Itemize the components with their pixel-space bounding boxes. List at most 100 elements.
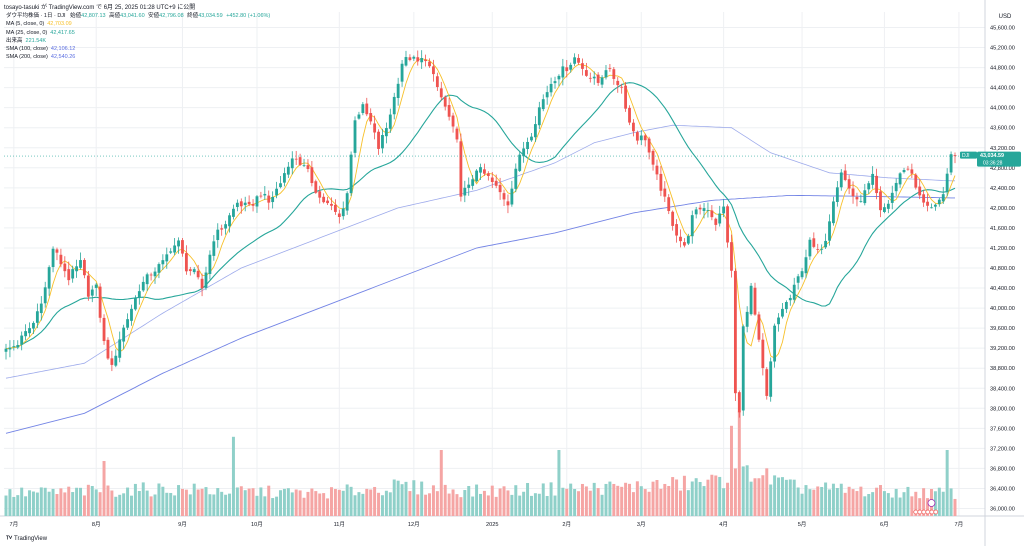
candle-body bbox=[773, 325, 777, 362]
volume-bar bbox=[659, 488, 663, 516]
candle-body bbox=[847, 179, 851, 189]
volume-bar bbox=[620, 486, 624, 516]
candle-body bbox=[71, 269, 75, 279]
volume-bar bbox=[506, 490, 510, 516]
volume-bar bbox=[765, 468, 769, 516]
volume-bar bbox=[514, 485, 518, 516]
candle-body bbox=[808, 239, 812, 257]
candle-body bbox=[388, 114, 392, 129]
candle-body bbox=[953, 155, 957, 157]
candle-body bbox=[181, 240, 184, 254]
legend-volume[interactable]: 出来高 221.54K bbox=[6, 37, 272, 45]
volume-bar bbox=[643, 489, 647, 516]
symbol-badge-text: DJI bbox=[962, 153, 970, 159]
candle-body bbox=[890, 192, 894, 203]
volume-bar bbox=[726, 482, 730, 516]
candle-body bbox=[157, 264, 161, 273]
volume-bar bbox=[616, 485, 620, 516]
candle-body bbox=[867, 183, 871, 190]
price-tick-label: 42,800.00 bbox=[990, 166, 1015, 172]
legend-sma100[interactable]: SMA (100, close) 42,106.12 bbox=[6, 45, 272, 53]
candle-body bbox=[612, 69, 616, 79]
event-marker-icon[interactable] bbox=[927, 499, 936, 507]
volume-bar bbox=[667, 485, 671, 516]
close-value: 43,034.59 bbox=[198, 13, 223, 19]
volume-bar bbox=[753, 478, 757, 516]
tradingview-brand[interactable]: ᵀⱽ TradingView bbox=[6, 535, 47, 543]
volume-bar bbox=[137, 490, 141, 516]
time-tick-label: 2月 bbox=[562, 521, 571, 528]
published-info: tosayo-tasuki が TradingView.com で 6月 25,… bbox=[4, 5, 196, 11]
candle-body bbox=[216, 229, 220, 241]
price-axis[interactable]: 45,600.00 45,200.00 44,800.00 44,400.00 44,0… bbox=[990, 26, 1015, 513]
candle-body bbox=[455, 128, 459, 140]
volume-bar bbox=[447, 493, 451, 516]
price-tick-label: 41,600.00 bbox=[990, 226, 1015, 232]
candle-body bbox=[784, 302, 788, 310]
volume-bar bbox=[937, 487, 941, 516]
volume-bar bbox=[47, 491, 51, 516]
candle-body bbox=[467, 184, 471, 188]
volume-bar bbox=[902, 492, 906, 516]
price-tick-label: 38,000.00 bbox=[990, 406, 1015, 412]
volume-bar bbox=[455, 494, 459, 516]
currency-label[interactable]: USD bbox=[998, 14, 1012, 20]
volume-bar bbox=[392, 479, 396, 516]
candle-body bbox=[781, 308, 784, 317]
candle-body bbox=[341, 208, 345, 217]
volume-bar bbox=[302, 497, 306, 516]
candle-body bbox=[188, 269, 192, 272]
candle-body bbox=[902, 170, 906, 173]
volume-bar bbox=[220, 491, 224, 516]
volume-bar bbox=[714, 475, 718, 516]
tradingview-logo-icon: ᵀⱽ bbox=[6, 536, 13, 543]
volume-bar bbox=[910, 496, 914, 516]
earnings-marker-icon[interactable] bbox=[921, 509, 927, 515]
earnings-marker-icon[interactable] bbox=[913, 509, 919, 515]
volume-bar bbox=[200, 488, 204, 516]
price-tick-label: 37,600.00 bbox=[990, 426, 1015, 432]
candle-body bbox=[28, 328, 31, 334]
candle-body bbox=[420, 58, 424, 63]
volume-bar bbox=[639, 486, 643, 516]
time-tick-label: 11月 bbox=[334, 521, 345, 528]
candle-body bbox=[416, 57, 420, 62]
candle-body bbox=[173, 245, 177, 253]
volume-bar bbox=[718, 476, 722, 516]
candle-body bbox=[628, 107, 631, 123]
candle-body bbox=[400, 63, 404, 82]
candle-body bbox=[863, 190, 867, 204]
volume-bar bbox=[204, 487, 208, 516]
earnings-marker-icon[interactable] bbox=[933, 509, 939, 515]
candle-body bbox=[796, 276, 800, 283]
earnings-marker-icon[interactable] bbox=[925, 509, 931, 515]
legend-sma200[interactable]: SMA (200, close) 42,540.26 bbox=[6, 53, 272, 61]
candle-body bbox=[365, 103, 369, 115]
volume-bar bbox=[573, 489, 577, 516]
earnings-marker-icon[interactable] bbox=[917, 509, 923, 515]
time-axis[interactable]: 7月 8月 9月 10月 11月 12月 2025 2月 3月 4月 5月 6月 7月 bbox=[9, 499, 963, 529]
volume-bar bbox=[886, 493, 890, 516]
candle-body bbox=[526, 141, 529, 150]
earnings-marker-icon[interactable] bbox=[929, 509, 935, 515]
legend-ma5[interactable]: MA (5, close, 0) 42,703.09 bbox=[6, 20, 272, 28]
candle-body bbox=[588, 77, 592, 79]
volume-bar bbox=[553, 495, 557, 516]
volume-bar bbox=[177, 485, 181, 516]
legend-symbol-row[interactable]: ダウ平均株価 · 1日 · DJI 始値42,807.13 高値43,041.6… bbox=[6, 12, 272, 20]
volume-bar bbox=[710, 474, 714, 516]
symbol-name[interactable]: ダウ平均株価 · 1日 · DJI bbox=[6, 13, 66, 19]
volume-bar bbox=[804, 485, 808, 516]
volume-bar bbox=[149, 496, 153, 516]
volume-bar bbox=[337, 489, 341, 516]
candle-body bbox=[361, 104, 365, 114]
volume-bar bbox=[267, 485, 271, 516]
candle-body bbox=[620, 86, 624, 88]
legend-ma25[interactable]: MA (25, close, 0) 42,417.65 bbox=[6, 29, 272, 37]
volume-bar bbox=[443, 484, 447, 516]
price-tick-label: 40,800.00 bbox=[990, 266, 1015, 272]
candle-body bbox=[381, 135, 384, 149]
candle-body bbox=[63, 263, 67, 272]
